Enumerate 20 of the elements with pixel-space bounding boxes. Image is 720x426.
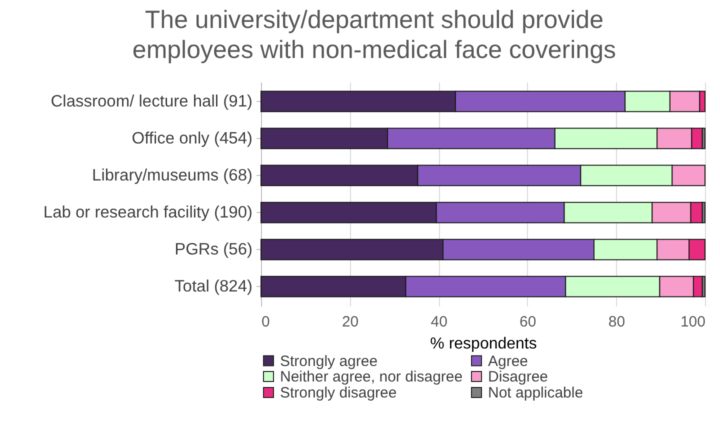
- chart-title: The university/department should provide employees with non-medical face coverings: [132, 6, 616, 64]
- y-tick-label: Total (824): [174, 278, 252, 296]
- y-tick-label: Office only (454): [132, 129, 252, 148]
- x-tick-label: 0: [262, 314, 270, 330]
- legend-label: Not applicable: [488, 384, 584, 402]
- y-tick-label: Library/museums (68): [92, 166, 252, 184]
- x-tick-label: 60: [520, 314, 536, 330]
- legend-label: Strongly agree: [280, 352, 378, 370]
- legend-label: Agree: [488, 352, 528, 370]
- y-tick-label: Classroom/ lecture hall (91): [50, 92, 252, 110]
- legend-label: Disagree: [488, 368, 548, 386]
- y-tick-label: PGRs (56): [174, 240, 252, 259]
- legend-label: Strongly disagree: [280, 384, 397, 402]
- x-tick-label: 40: [430, 314, 448, 330]
- x-tick-label: 20: [342, 314, 359, 330]
- legend-label: Neither agree, nor disagree: [280, 368, 463, 386]
- y-tick-label: Lab or research facility (190): [43, 204, 252, 222]
- x-tick-label: 100: [680, 314, 706, 330]
- x-axis-title: % respondents: [430, 336, 537, 352]
- x-tick-label: 80: [608, 314, 626, 330]
